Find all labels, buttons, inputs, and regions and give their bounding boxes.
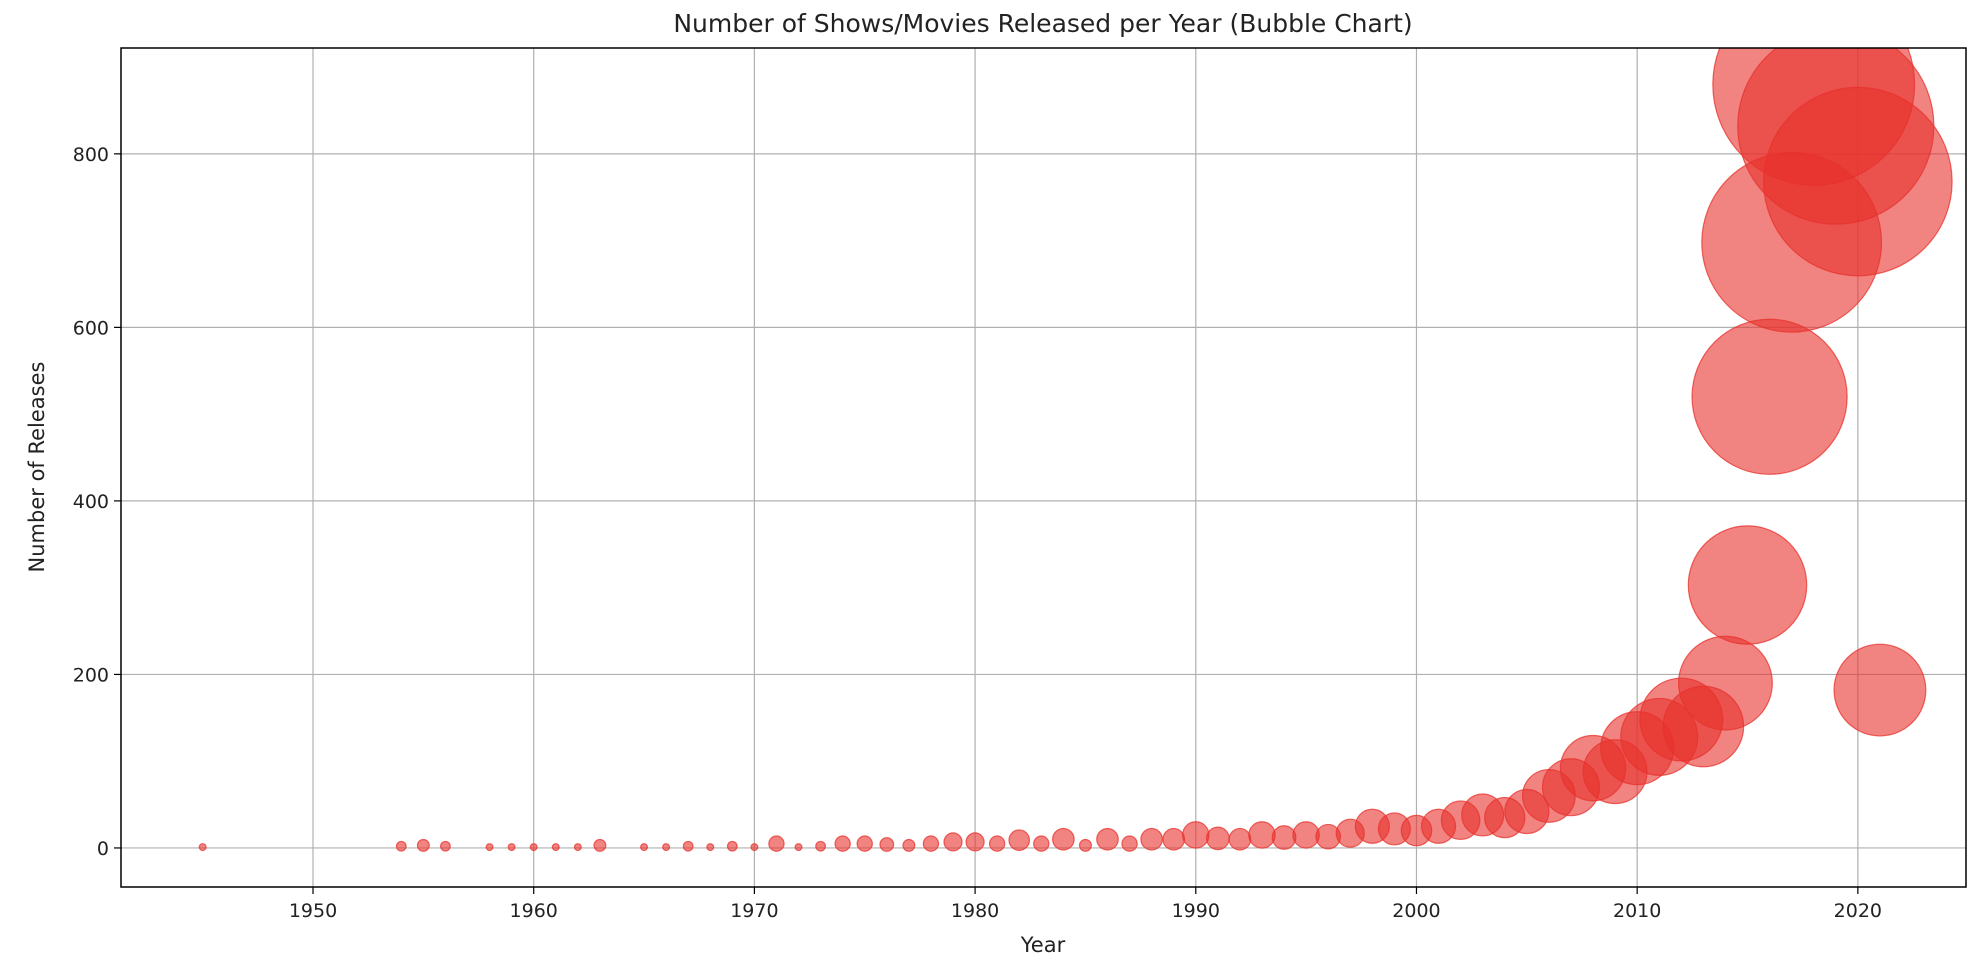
bubble-1995 — [1292, 821, 1320, 849]
bubble-1961 — [551, 843, 560, 852]
bubble-1981 — [988, 835, 1006, 852]
bubble-1974 — [834, 835, 851, 852]
bubble-2014 — [1677, 635, 1773, 731]
bubble-2021 — [1833, 643, 1927, 737]
bubble-1967 — [682, 840, 694, 852]
bubble-1963 — [593, 838, 607, 852]
bubble-1970 — [750, 843, 759, 852]
bubble-1991 — [1205, 826, 1230, 851]
bubble-1972 — [794, 843, 803, 852]
bubble-1954 — [395, 840, 407, 852]
bubble-1968 — [706, 843, 715, 852]
bubble-1982 — [1008, 829, 1031, 851]
bubble-1993 — [1248, 821, 1276, 849]
bubble-1990 — [1182, 821, 1210, 849]
bubble-1971 — [768, 835, 785, 852]
bubble-1989 — [1162, 827, 1186, 851]
bubble-1969 — [726, 840, 738, 852]
x-tick-label: 1960 — [510, 900, 558, 922]
bubble-1977 — [902, 838, 916, 852]
y-axis-label: Number of Releases — [25, 362, 49, 573]
bubble-2015 — [1687, 525, 1808, 645]
bubble-1994 — [1271, 825, 1297, 850]
x-tick-label: 1990 — [1172, 900, 1220, 922]
bubble-1983 — [1033, 835, 1050, 852]
x-tick-label: 1970 — [730, 900, 778, 922]
bubble-1984 — [1052, 827, 1075, 851]
y-tick-label: 400 — [73, 491, 109, 513]
bubble-1987 — [1121, 835, 1138, 852]
bubble-1966 — [662, 843, 671, 852]
bubble-1978 — [922, 835, 940, 852]
bubble-1992 — [1228, 827, 1252, 851]
bubble-1960 — [529, 843, 538, 852]
x-tick-label: 1980 — [951, 900, 999, 922]
bubble-1955 — [416, 838, 430, 852]
bubble-2020 — [1763, 86, 1953, 277]
chart-title: Number of Shows/Movies Released per Year… — [673, 9, 1412, 38]
x-tick-label: 2010 — [1613, 900, 1661, 922]
x-tick-label: 1950 — [289, 900, 337, 922]
y-tick-label: 200 — [73, 664, 109, 686]
bubble-1988 — [1140, 827, 1163, 851]
bubble-1979 — [943, 832, 963, 852]
plot-frame — [120, 47, 1967, 888]
y-tick-label: 800 — [73, 144, 109, 166]
bubble-1985 — [1078, 838, 1092, 852]
x-axis-ticks: 1950 1960 1970 1980 1990 2000 2010 2020 — [289, 887, 1882, 922]
bubble-1945 — [198, 843, 207, 852]
bubble-1973 — [815, 840, 827, 852]
y-axis-ticks: 0 200 400 600 800 — [73, 144, 121, 860]
bubble-1976 — [879, 837, 895, 852]
y-tick-label: 600 — [73, 317, 109, 339]
y-tick-label: 0 — [97, 838, 109, 860]
bubble-1980 — [965, 832, 985, 852]
bubble-2016 — [1691, 318, 1848, 475]
bubble-1986 — [1096, 827, 1119, 851]
bubble-1962 — [573, 843, 582, 852]
bubble-1965 — [640, 843, 649, 852]
x-tick-label: 2000 — [1392, 900, 1440, 922]
bubble-series — [198, 48, 1953, 852]
bubble-1956 — [440, 840, 451, 852]
bubble-1959 — [507, 843, 516, 852]
bubble-1975 — [856, 835, 873, 852]
x-axis-label: Year — [1020, 933, 1066, 956]
x-tick-label: 2020 — [1834, 900, 1882, 922]
bubble-1958 — [485, 843, 494, 852]
